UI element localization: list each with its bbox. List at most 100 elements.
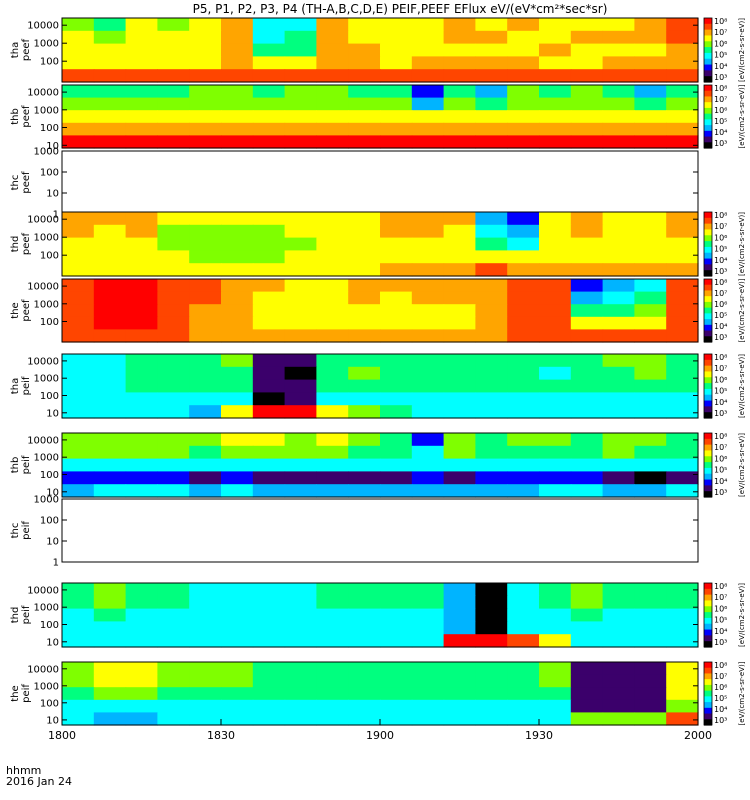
colorbar-tha-peef: 10⁸ 10⁷ 10⁶ 10⁵ 10⁴ 10³ [eV/(cm2-s-sr-eV)] <box>703 17 746 83</box>
heatmap-cell <box>189 484 222 498</box>
heatmap-cell <box>125 291 158 305</box>
heatmap-cell <box>93 392 127 406</box>
heatmap-cell <box>189 329 222 343</box>
heatmap-cell <box>125 366 158 381</box>
heatmap-cell <box>443 237 476 251</box>
heatmap-cell <box>252 595 286 610</box>
heatmap-cell <box>316 224 349 239</box>
heatmap-cell <box>348 699 381 713</box>
colorbar-tick-label: 10⁸ <box>714 661 727 670</box>
heatmap-cell <box>62 699 95 713</box>
heatmap-cell <box>666 237 699 251</box>
heatmap-cell <box>157 687 190 701</box>
heatmap-cell <box>221 329 254 343</box>
heatmap-cell <box>157 250 190 264</box>
heatmap-cell <box>380 674 413 688</box>
heatmap-cell <box>93 608 127 622</box>
heatmap-cell <box>507 97 540 111</box>
heatmap-cell <box>634 662 667 676</box>
heatmap-cell <box>348 392 381 406</box>
heatmap-cell <box>189 621 222 635</box>
heatmap-cell <box>125 433 158 447</box>
colorbar-tick-label: 10⁷ <box>714 672 727 681</box>
heatmap-cell <box>380 354 413 368</box>
heatmap-cell <box>443 56 476 70</box>
y-tick-label: 100 <box>40 251 59 262</box>
heatmap-cell <box>284 212 317 226</box>
colorbar-swatch <box>704 707 712 715</box>
heatmap-cell <box>411 18 445 32</box>
heatmap-cell <box>316 56 349 70</box>
heatmap-cell <box>380 687 413 701</box>
heatmap-cell <box>666 595 699 610</box>
heatmap-cell <box>666 291 699 305</box>
heatmap-cell <box>539 699 572 713</box>
heatmap-cell <box>634 354 667 368</box>
heatmap-cell <box>634 122 667 136</box>
colorbar-tick-label: 10³ <box>714 73 727 82</box>
heatmap-cell <box>316 69 349 83</box>
heatmap-cell <box>157 30 190 45</box>
colorbar-swatch <box>704 307 712 314</box>
colorbar-tick-label: 10⁵ <box>714 311 727 320</box>
heatmap-cell <box>348 405 381 419</box>
colorbar-swatch <box>704 70 712 77</box>
heatmap-cell <box>348 30 381 45</box>
heatmap-cell <box>348 634 381 648</box>
heatmap-cell <box>539 484 572 498</box>
heatmap-cell <box>221 405 254 419</box>
panel-the-peef: 10⁸ 10⁷ 10⁶ 10⁵ 10⁴ 10³ [eV/(cm2-s-sr-eV)] 1000… <box>10 278 746 343</box>
heatmap-cell <box>284 85 317 99</box>
heatmap-cell <box>125 263 158 277</box>
heatmap-cell <box>475 392 508 406</box>
colorbar-title: [eV/(cm2-s-sr-eV)] <box>738 583 746 647</box>
heatmap-cell <box>380 405 413 419</box>
heatmap-cell <box>634 304 667 318</box>
y-tick-label: 100 <box>40 470 59 481</box>
colorbar-tick-label: 10⁷ <box>714 28 727 37</box>
colorbar-swatch <box>704 235 712 242</box>
heatmap-cell <box>666 250 699 264</box>
heatmap-cell <box>380 712 413 726</box>
heatmap-cell <box>411 484 445 498</box>
heatmap-cell <box>602 621 635 635</box>
heatmap-cell <box>443 279 476 293</box>
heatmap-cell <box>316 405 349 419</box>
heatmap-cell <box>507 85 540 99</box>
heatmap-cell <box>157 712 190 726</box>
heatmap-cell <box>316 712 349 726</box>
heatmap-cell <box>411 608 445 622</box>
colorbar-swatch <box>704 412 712 419</box>
heatmap-cell <box>189 291 222 305</box>
heatmap-cell <box>316 316 349 330</box>
heatmap-cell <box>62 85 95 99</box>
heatmap-cell <box>284 608 317 622</box>
heatmap-cell <box>539 329 572 343</box>
heatmap-cell <box>475 122 508 136</box>
heatmap-cell <box>507 662 540 676</box>
heatmap-cell <box>666 224 699 239</box>
heatmap-cell <box>316 662 349 676</box>
heatmap-cell <box>221 135 254 149</box>
colorbar-tick-label: 10⁵ <box>714 117 727 126</box>
heatmap-cell <box>602 97 635 111</box>
heatmap-cell <box>284 366 317 381</box>
heatmap-cell <box>443 392 476 406</box>
y-tick-label: 100 <box>40 391 59 402</box>
heatmap-cell <box>252 583 286 597</box>
heatmap-cell <box>252 30 286 45</box>
colorbar-swatch <box>704 365 712 373</box>
y-tick-label: 1000 <box>34 681 59 692</box>
heatmap-cell <box>602 250 635 264</box>
heatmap-cell <box>157 279 190 293</box>
heatmap-cell <box>443 583 476 597</box>
heatmap-cell <box>666 699 699 713</box>
heatmap-cell <box>316 674 349 688</box>
heatmap-cell <box>221 354 254 368</box>
heatmap-cell <box>348 379 381 393</box>
y-tick-label: 1 <box>53 558 59 569</box>
colorbar-swatch <box>704 696 712 703</box>
heatmap-cell <box>284 135 317 149</box>
heatmap-cell <box>62 687 95 701</box>
y-tick-label: 10000 <box>27 88 59 99</box>
